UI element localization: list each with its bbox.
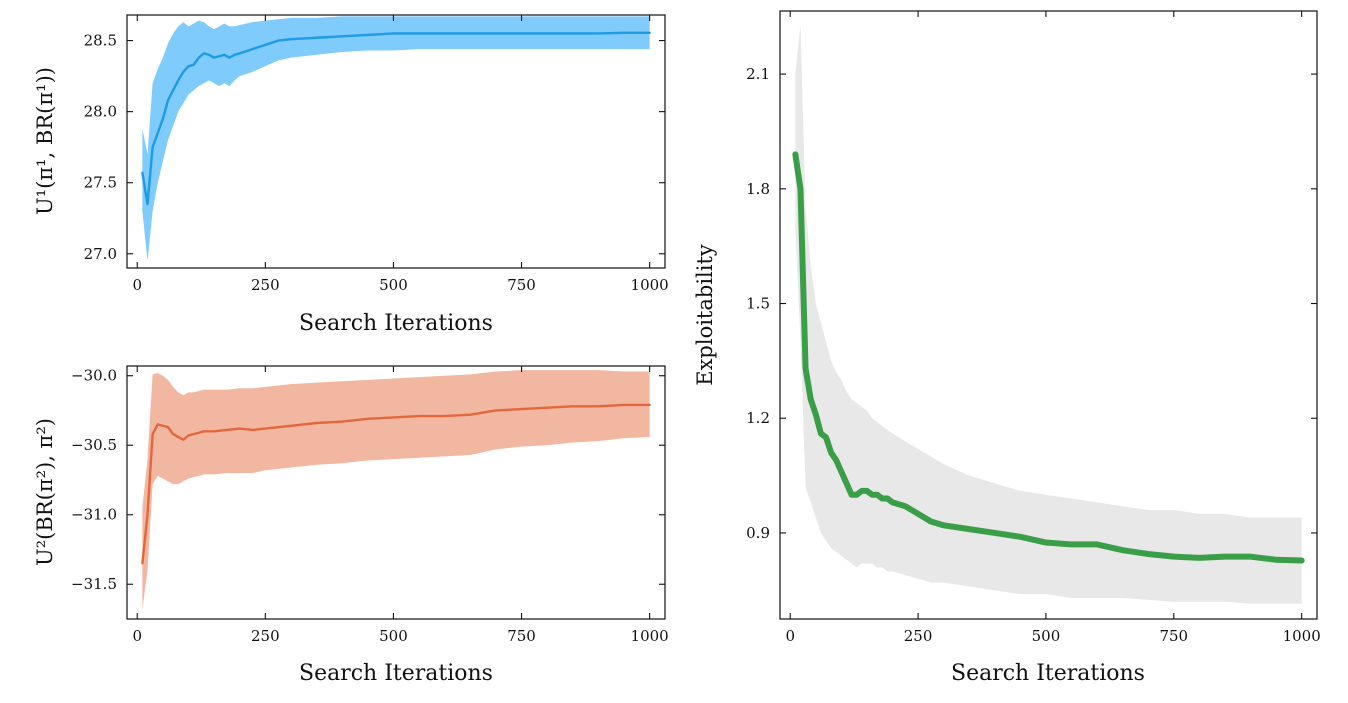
confidence-band-0 [795, 24, 1302, 604]
plot-frame [126, 365, 666, 620]
y-tick-label: 28.5 [84, 32, 117, 50]
y-axis-label: Exploitability [693, 244, 717, 386]
x-axis-label: Search Iterations [299, 661, 493, 686]
x-tick-label: 500 [1032, 627, 1061, 645]
line-group [792, 151, 1305, 564]
x-ticks: 0 250 500 750 1000 [132, 15, 669, 294]
y-ticks: 27.0 27.5 28.0 28.5 [84, 32, 665, 263]
x-ticks: 0 250 500 750 1000 [132, 366, 669, 645]
plot-frame [126, 14, 666, 269]
y-ticks: −30.0 −30.5 −31.0 −31.5 [71, 367, 665, 593]
confidence-band-group [142, 370, 650, 610]
y-tick-label: −31.0 [71, 506, 117, 524]
x-tick-label: 1000 [631, 627, 669, 645]
x-ticks: 0 250 500 750 1000 [785, 11, 1321, 645]
x-tick-label: 500 [379, 276, 408, 294]
x-tick-label: 750 [1159, 627, 1188, 645]
confidence-band-group [142, 16, 650, 261]
line-group [141, 403, 651, 565]
y-tick-label: −31.5 [71, 575, 117, 593]
y-tick-label: 28.0 [84, 103, 117, 121]
line-group [141, 31, 651, 206]
series-line-0 [141, 403, 651, 565]
chart-bottom-left: 0 250 500 750 1000 −30.0 −30.5 −31.0 −31.5 Sear… [33, 365, 669, 686]
y-tick-label: −30.5 [71, 436, 117, 454]
y-tick-label: 1.8 [746, 180, 770, 198]
x-axis-label: Search Iterations [951, 661, 1145, 686]
x-axis-label: Search Iterations [299, 311, 493, 336]
series-line-0 [792, 151, 1305, 564]
y-tick-label: 1.2 [746, 409, 770, 427]
confidence-band-0 [142, 370, 650, 610]
y-tick-label: 27.0 [84, 245, 117, 263]
y-tick-label: 1.5 [746, 295, 770, 313]
x-tick-label: 750 [507, 627, 536, 645]
series-line-0 [141, 31, 651, 206]
y-tick-label: 0.9 [746, 524, 770, 542]
x-tick-label: 250 [251, 627, 280, 645]
confidence-band-0 [142, 16, 650, 261]
y-axis-label: U²(BR(π²), π²) [33, 418, 57, 566]
x-tick-label: 750 [507, 276, 536, 294]
y-tick-label: 2.1 [746, 65, 770, 83]
x-tick-label: 0 [785, 627, 795, 645]
confidence-band-group [795, 24, 1302, 604]
x-tick-label: 250 [904, 627, 933, 645]
chart-top-left: 0 250 500 750 1000 27.0 27.5 28.0 28.5 Search I… [33, 14, 669, 336]
y-axis-label: U¹(π¹, BR(π¹)) [33, 67, 57, 215]
chart-right: 0 250 500 750 1000 0.9 1.2 1.5 1.8 2.1 Search It… [693, 10, 1321, 686]
x-tick-label: 0 [132, 276, 142, 294]
x-tick-label: 250 [251, 276, 280, 294]
y-tick-label: −30.0 [71, 367, 117, 385]
plot-frame [779, 10, 1318, 620]
x-tick-label: 500 [379, 627, 408, 645]
y-ticks: 0.9 1.2 1.5 1.8 2.1 [746, 65, 1317, 542]
y-tick-label: 27.5 [84, 174, 117, 192]
x-tick-label: 0 [132, 627, 142, 645]
x-tick-label: 1000 [1283, 627, 1321, 645]
x-tick-label: 1000 [631, 276, 669, 294]
